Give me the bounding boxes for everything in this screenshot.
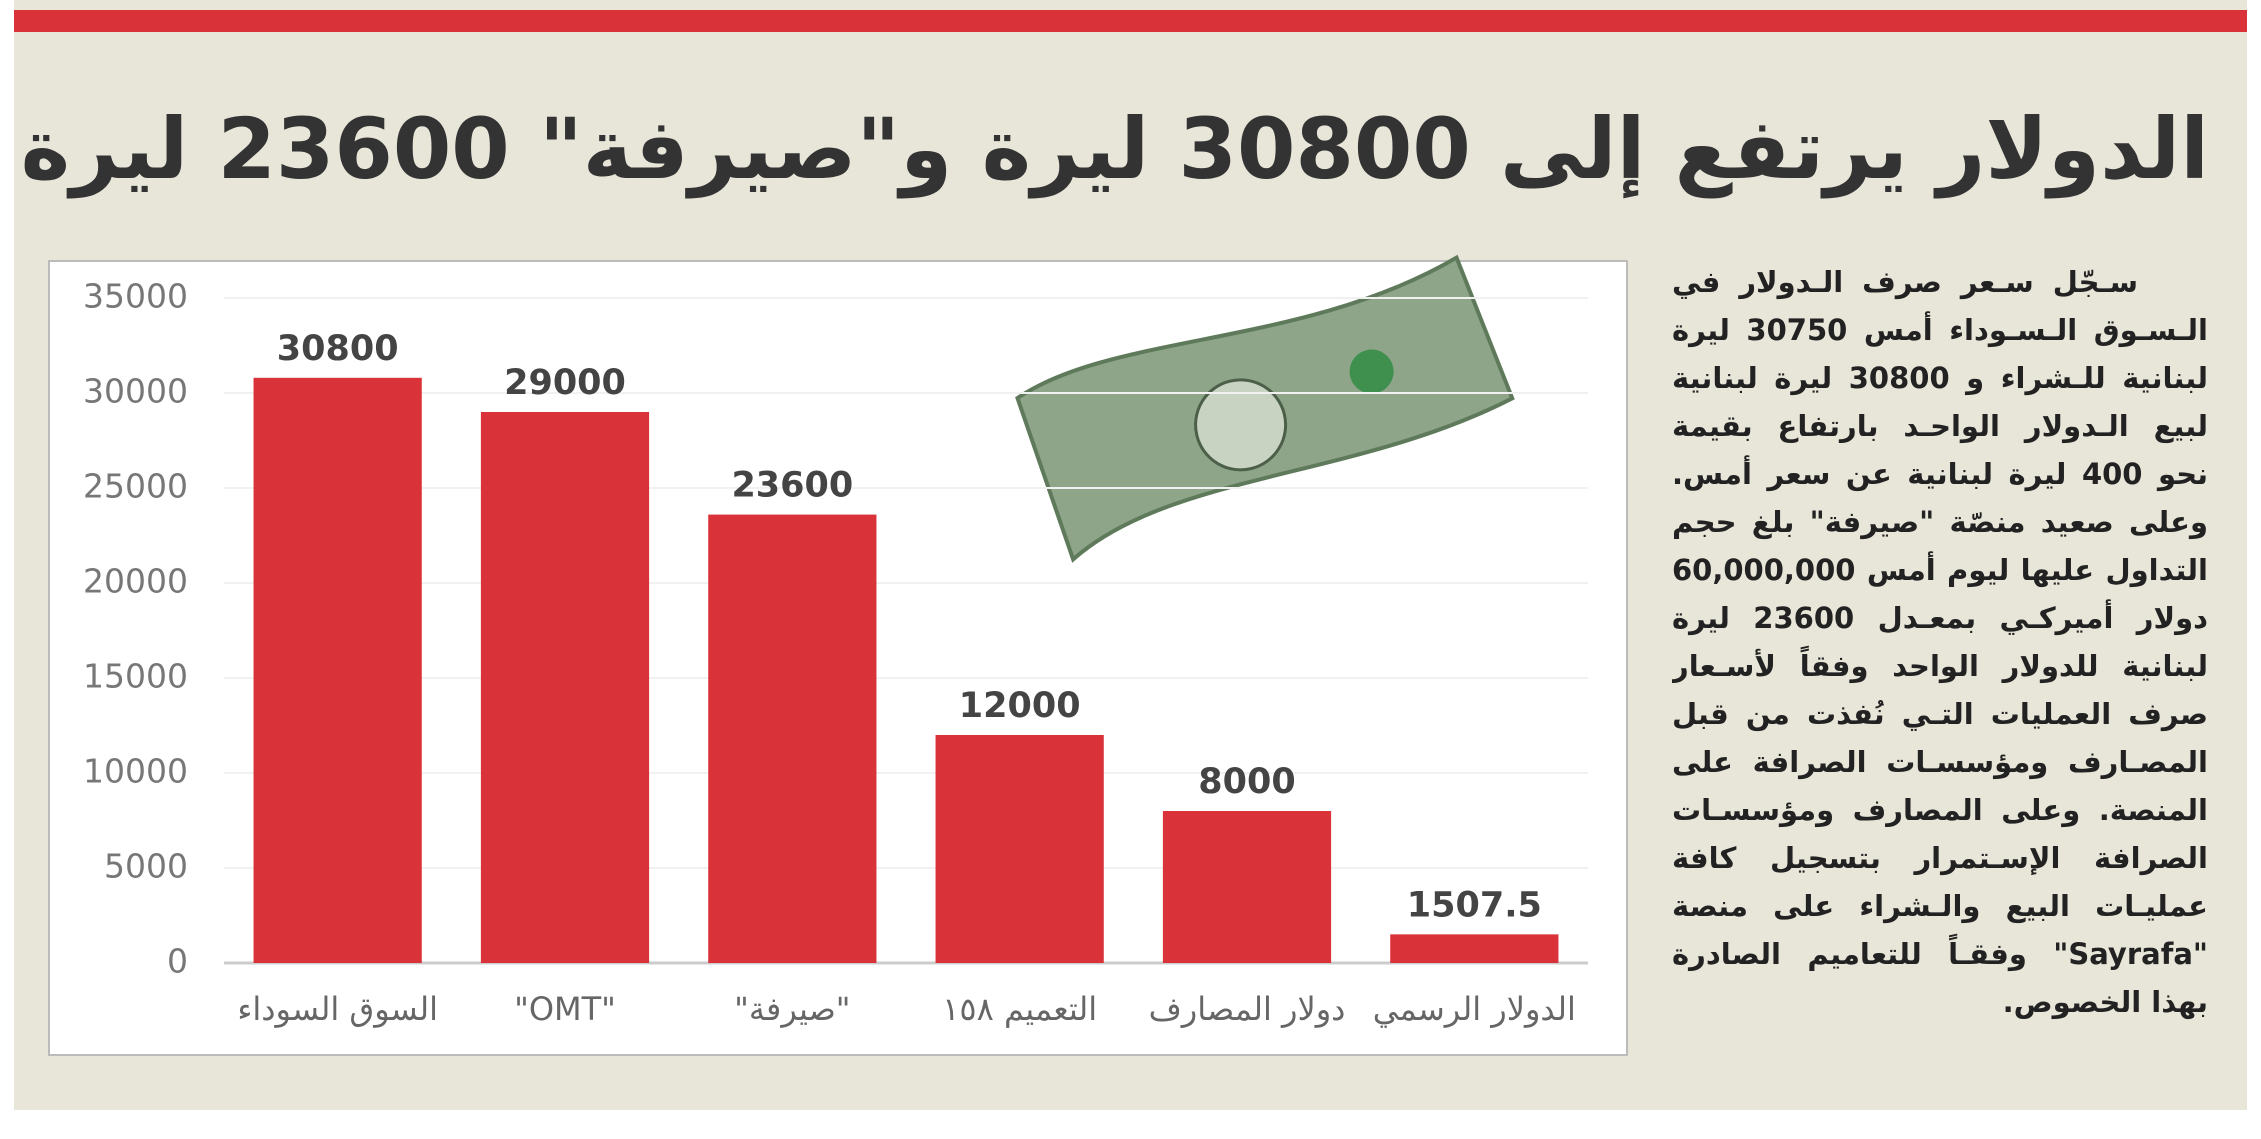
- value-label: 12000: [959, 686, 1081, 726]
- x-tick-label: "صيرفة": [734, 990, 850, 1028]
- value-label: 1507.5: [1407, 885, 1542, 925]
- article: سـجّل سـعر صرف الـدولار في الـسـوق الـسـو…: [1672, 258, 2208, 1026]
- y-tick-label: 0: [167, 942, 188, 981]
- article-line: صرف العمليات التـي نُفذت من قبل: [1672, 697, 2208, 731]
- bar: [253, 377, 422, 963]
- article-line: لبنانية للدولار الواحد وفقاً لأسـعار: [1672, 649, 2208, 683]
- article-line: التداول عليها ليوم أمس 60,000,000: [1672, 553, 2208, 587]
- dollar-image: [1015, 254, 1515, 563]
- y-tick-label: 5000: [104, 847, 188, 886]
- x-tick-label: دولار المصارف: [1149, 990, 1346, 1028]
- bar: [1162, 811, 1332, 963]
- article-line: الـسـوق الـسـوداء أمس 30750 ليرة: [1672, 313, 2208, 347]
- value-label: 29000: [504, 363, 626, 403]
- article-line: الصرافة الإسـتمرار بتسجيل كافة: [1672, 841, 2208, 875]
- article-line: المنصة. وعلى المصارف ومؤسسـات: [1672, 793, 2208, 827]
- article-line: عمليـات البيع والـشراء على منصة: [1672, 889, 2208, 923]
- article-line: لبنانية للـشراء و 30800 ليرة لبنانية: [1672, 361, 2208, 395]
- y-tick-label: 20000: [83, 562, 188, 601]
- value-label: 8000: [1198, 762, 1295, 802]
- y-tick-label: 25000: [83, 467, 188, 506]
- x-tick-label: السوق السوداء: [237, 990, 438, 1028]
- y-tick-label: 10000: [83, 752, 188, 791]
- x-tick-label: "OMT": [514, 990, 616, 1028]
- article-line: بهذا الخصوص.: [2002, 985, 2208, 1019]
- headline: الدولار يرتفع إلى 30800 ليرة و"صيرفة" 23…: [20, 100, 2209, 198]
- article-line: لبيع الـدولار الواحـد بارتفاع بقيمة: [1672, 409, 2208, 443]
- bar: [480, 412, 650, 963]
- article-line: المصـارف ومؤسسـات الصرافة على: [1672, 745, 2208, 779]
- value-label: 30800: [277, 329, 399, 369]
- value-label: 23600: [731, 466, 853, 506]
- y-tick-label: 30000: [83, 372, 188, 411]
- article-line: وعلى صعيد منصّة "صيرفة" بلغ حجم: [1672, 505, 2208, 539]
- x-tick-label: التعميم ١٥٨: [942, 990, 1097, 1028]
- x-tick-label: الدولار الرسمي: [1373, 990, 1576, 1028]
- y-tick-label: 15000: [83, 657, 188, 696]
- y-tick-label: 35000: [83, 277, 188, 316]
- article-line: دولار أميركـي بمعـدل 23600 ليرة: [1672, 601, 2208, 635]
- header-bar: [14, 10, 2247, 32]
- bar: [708, 514, 877, 963]
- article-line: سـجّل سـعر صرف الـدولار في: [1672, 265, 2138, 299]
- article-line: "Sayrafa" وفقـاً للتعاميم الصادرة: [1672, 937, 2208, 971]
- article-line: نحو 400 ليرة لبنانية عن سعر أمس.: [1672, 457, 2208, 491]
- bar: [935, 735, 1104, 963]
- bar: [1390, 934, 1559, 963]
